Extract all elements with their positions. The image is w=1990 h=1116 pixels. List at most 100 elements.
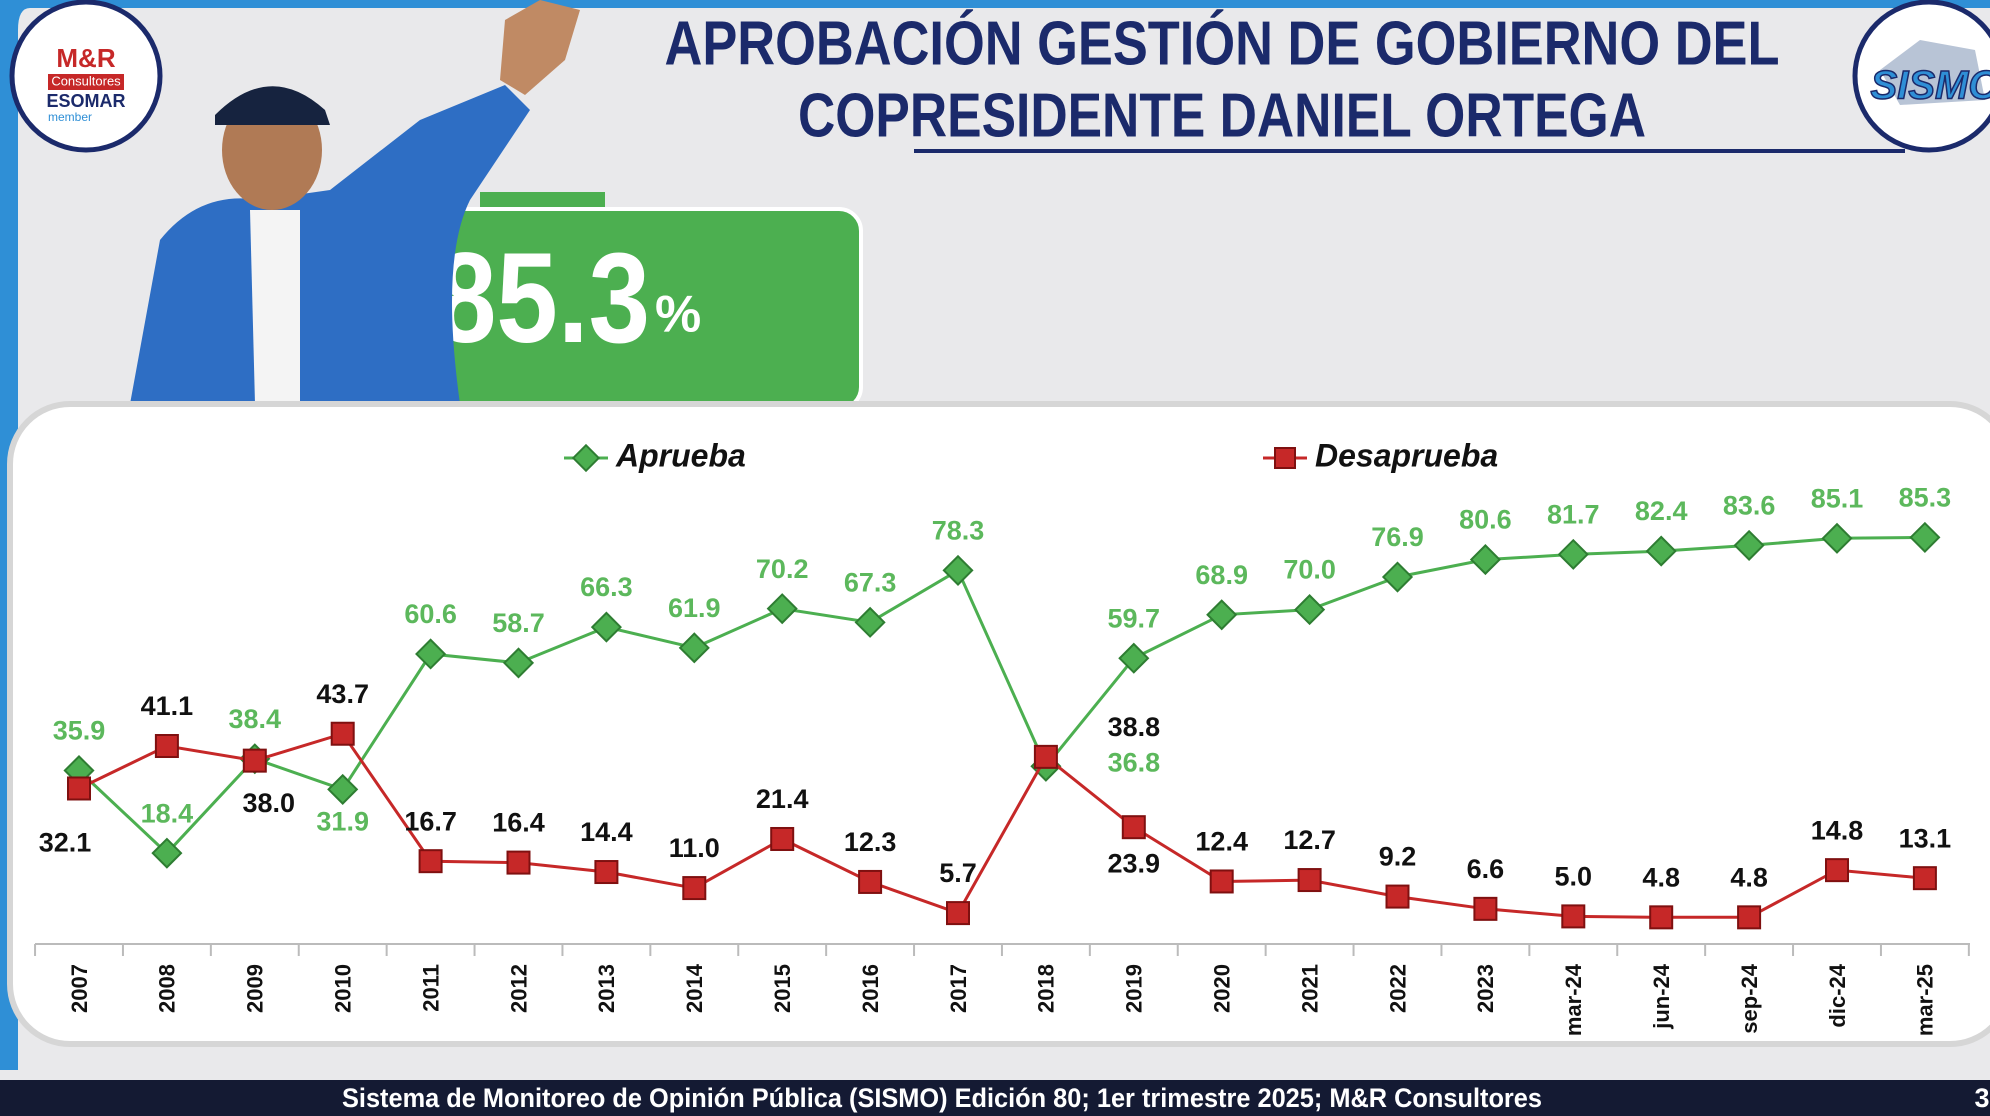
point-marker	[1649, 905, 1674, 930]
value-label: 13.1	[1899, 823, 1952, 853]
x-tick-label: 2023	[1473, 964, 1498, 1013]
value-label: 81.7	[1547, 500, 1600, 530]
point-marker	[1297, 868, 1322, 893]
point-marker	[242, 748, 267, 773]
value-label: 6.6	[1467, 854, 1505, 884]
legend-label: Aprueba	[615, 437, 746, 473]
value-label: 31.9	[316, 807, 369, 837]
value-label: 70.2	[756, 554, 809, 584]
value-label: 16.4	[492, 808, 545, 838]
point-marker	[1469, 544, 1501, 576]
point-marker	[590, 611, 622, 643]
photo	[130, 0, 580, 404]
headline-number: 85.3	[435, 227, 650, 370]
point-marker	[1825, 858, 1849, 883]
point-marker	[682, 876, 707, 901]
x-tick-label: 2014	[682, 963, 707, 1013]
value-label: 12.4	[1195, 827, 1248, 857]
logo-text: M&R	[56, 43, 115, 73]
value-label: 58.7	[492, 608, 545, 638]
point-marker	[151, 837, 183, 869]
title-line-2: COPRESIDENTE DANIEL ORTEGA	[798, 81, 1646, 150]
point-marker	[1473, 896, 1498, 921]
chart-panel	[7, 401, 1990, 1047]
point-marker	[506, 850, 531, 875]
x-tick-label: 2018	[1034, 964, 1059, 1013]
value-label: 32.1	[39, 828, 92, 858]
x-tick-label: 2021	[1297, 964, 1322, 1013]
logo-map	[1880, 40, 1985, 105]
value-label: 18.4	[141, 798, 194, 828]
logo-text: member	[48, 110, 92, 124]
x-tick-label: 2009	[243, 964, 268, 1013]
x-tick-label: 2010	[331, 964, 356, 1013]
x-tick-label: 2008	[155, 964, 180, 1013]
value-label: 36.8	[1108, 747, 1161, 777]
value-label: 14.8	[1811, 815, 1864, 845]
point-marker	[854, 606, 886, 638]
x-tick-label: 2016	[858, 964, 883, 1013]
point-marker	[858, 869, 883, 894]
value-label: 5.7	[939, 858, 977, 888]
x-tick-label: dic-24	[1825, 963, 1850, 1027]
point-marker	[502, 647, 535, 679]
x-tick-label: 2012	[506, 964, 531, 1013]
logo-band	[48, 74, 124, 90]
value-label: 76.9	[1371, 522, 1424, 552]
value-label: 85.1	[1811, 483, 1864, 513]
point-marker	[1206, 599, 1238, 631]
point-marker	[766, 593, 798, 625]
value-label: 23.9	[1108, 848, 1161, 878]
value-label: 80.6	[1459, 505, 1512, 535]
footer-source: Sistema de Monitoreo de Opinión Pública …	[342, 1083, 1542, 1113]
legend-marker	[571, 443, 601, 473]
value-label: 4.8	[1730, 862, 1768, 892]
legend-marker	[1274, 447, 1296, 469]
point-marker	[1561, 904, 1586, 929]
page-number: 3	[1974, 1083, 1989, 1113]
point-marker	[67, 776, 91, 801]
value-label: 61.9	[668, 593, 721, 623]
point-marker	[1033, 744, 1058, 769]
point-marker	[1557, 538, 1589, 570]
logo-text: ESOMAR	[46, 91, 125, 111]
x-tick-label: mar-25	[1913, 964, 1938, 1036]
point-marker	[1381, 561, 1414, 593]
point-marker	[1385, 884, 1410, 909]
value-label: 85.3	[1899, 483, 1952, 513]
point-marker	[770, 826, 795, 851]
value-label: 35.9	[53, 716, 106, 746]
value-label: 59.7	[1108, 603, 1161, 633]
x-tick-label: sep-24	[1737, 963, 1762, 1033]
series-line	[77, 535, 1925, 856]
point-marker	[1737, 905, 1762, 930]
x-tick-label: 2019	[1122, 964, 1147, 1013]
value-label: 82.4	[1635, 496, 1688, 526]
point-marker	[1118, 642, 1150, 674]
value-label: 16.7	[404, 806, 457, 836]
footer-bar	[0, 1080, 1990, 1116]
point-marker	[1909, 521, 1941, 553]
logo-text: SISMO	[1871, 64, 1990, 108]
point-marker	[330, 721, 355, 746]
value-label: 14.4	[580, 817, 633, 847]
point-marker	[942, 554, 974, 586]
point-marker	[1645, 535, 1677, 567]
headline-unit: %	[655, 286, 701, 344]
point-marker	[1294, 594, 1326, 626]
value-label: 11.0	[669, 833, 720, 863]
point-marker	[1209, 869, 1234, 894]
x-tick-label: 2011	[418, 964, 443, 1012]
point-marker	[1821, 522, 1853, 554]
legend-label: Desaprueba	[1315, 437, 1498, 473]
value-label: 60.6	[404, 599, 457, 629]
x-tick-label: 2017	[946, 964, 971, 1013]
value-label: 4.8	[1642, 862, 1680, 892]
point-marker	[1733, 529, 1765, 561]
value-label: 12.7	[1283, 825, 1336, 855]
value-label: 38.8	[1108, 712, 1161, 742]
value-label: 66.3	[580, 572, 633, 602]
x-tick-label: mar-24	[1561, 963, 1586, 1036]
x-tick-label: 2022	[1385, 964, 1410, 1013]
